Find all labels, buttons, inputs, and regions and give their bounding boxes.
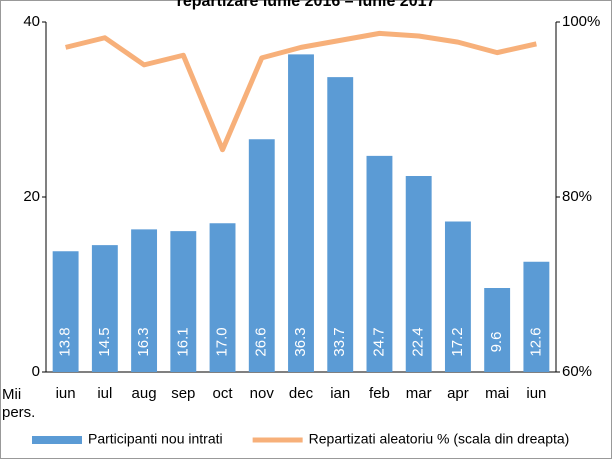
bar (484, 288, 511, 372)
bar (444, 221, 471, 372)
bar (170, 231, 197, 372)
bar (327, 77, 354, 372)
y-axis-label: Mii pers. (2, 386, 36, 421)
bar-value-label: 14.5 (96, 327, 113, 356)
y2-tick-label: 60% (562, 363, 592, 380)
bar-value-label: 24.7 (370, 327, 387, 356)
legend-label: Repartizati aleatoriu % (scala din dreap… (309, 431, 570, 447)
bar (131, 229, 158, 372)
x-tick-label: iul (97, 385, 112, 402)
bar (52, 251, 79, 372)
x-tick-label: mai (485, 385, 509, 402)
bar (209, 223, 236, 372)
y-tick-label: 40 (23, 13, 40, 30)
bar (366, 155, 393, 372)
x-tick-label: feb (369, 385, 390, 402)
x-tick-label: mar (406, 385, 432, 402)
bar (405, 176, 432, 372)
bar-value-label: 9.6 (488, 332, 505, 353)
x-tick-label: apr (447, 385, 469, 402)
bar (288, 54, 314, 372)
x-tick-label: oct (213, 385, 234, 402)
bar-value-label: 33.7 (331, 327, 348, 356)
line (65, 30, 537, 153)
x-tick-label: sep (171, 385, 195, 402)
x-tick-label: ian (330, 385, 350, 402)
y2-tick-label: 80% (562, 188, 592, 205)
legend-swatch (32, 436, 82, 444)
legend-label: Participanti nou intrati (88, 431, 223, 447)
x-tick-label: dec (289, 385, 314, 402)
x-tick-label: aug (132, 385, 157, 402)
bar-value-label: 26.6 (253, 327, 270, 356)
bar-value-label: 16.3 (135, 327, 152, 356)
bar-value-label: 16.1 (174, 327, 191, 356)
bar (91, 245, 118, 372)
x-tick-label: iun (526, 385, 546, 402)
bar (248, 139, 275, 372)
chart-title: repartizare iunie 2016 – iunie 2017 (177, 0, 436, 10)
y2-tick-label: 100% (562, 13, 600, 30)
bar-value-label: 36.3 (292, 327, 309, 356)
x-tick-label: nov (250, 385, 275, 402)
bar-value-label: 17.0 (214, 327, 231, 356)
bar (523, 261, 550, 372)
y-tick-label: 20 (23, 188, 40, 205)
bar-value-label: 17.2 (449, 327, 466, 356)
bar-value-label: 22.4 (410, 327, 427, 356)
x-tick-label: iun (56, 385, 76, 402)
bar-value-label: 13.8 (57, 327, 74, 356)
y-tick-label: 0 (32, 363, 40, 380)
bar-value-label: 12.6 (527, 327, 544, 356)
